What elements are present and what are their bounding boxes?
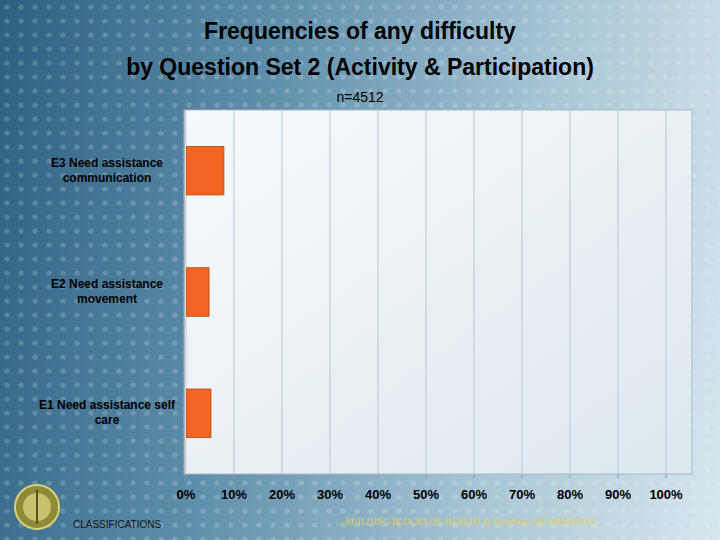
grid-line bbox=[570, 110, 571, 474]
slide: {"chart_data": {"type": "bar", "orientat… bbox=[0, 0, 720, 540]
chart: 0% 10% 20% 30% 40% 50% 60% 70% 80% 90% 100% bbox=[0, 0, 720, 540]
tick-mark bbox=[186, 474, 187, 478]
grid-line bbox=[522, 110, 523, 474]
title: Frequencies of any difficulty bbox=[0, 18, 720, 45]
grid-line bbox=[330, 110, 331, 474]
category-axis bbox=[184, 110, 185, 474]
tick-mark bbox=[666, 474, 667, 478]
tick-mark bbox=[234, 474, 235, 478]
tick-label: 70% bbox=[509, 487, 535, 502]
tick-label: 30% bbox=[317, 487, 343, 502]
tick-label: 40% bbox=[365, 487, 391, 502]
category-label: E2 Need assistance movement bbox=[32, 277, 182, 307]
bar bbox=[186, 389, 211, 438]
grid-line bbox=[282, 110, 283, 474]
tick-label: 100% bbox=[649, 487, 683, 502]
background-dots bbox=[0, 0, 720, 540]
logo-staff bbox=[36, 490, 38, 524]
logo-ring bbox=[15, 485, 59, 529]
tick-mark bbox=[570, 474, 571, 478]
tick-label: 60% bbox=[461, 487, 487, 502]
tick-mark bbox=[330, 474, 331, 478]
tick-mark bbox=[618, 474, 619, 478]
grid-line bbox=[378, 110, 379, 474]
grid-line bbox=[234, 110, 235, 474]
category-label: E3 Need assistance communication bbox=[32, 156, 182, 186]
logo bbox=[15, 485, 59, 529]
tick-label: 90% bbox=[605, 487, 631, 502]
tick-label: 10% bbox=[221, 487, 247, 502]
grid-line bbox=[618, 110, 619, 474]
bars bbox=[186, 146, 224, 437]
grid-line bbox=[474, 110, 475, 474]
plot-area bbox=[184, 110, 692, 474]
tick-label: 50% bbox=[413, 487, 439, 502]
category-label: E1 Need assistance self care bbox=[32, 398, 182, 428]
tick-mark bbox=[282, 474, 283, 478]
bar bbox=[186, 146, 224, 195]
grid-line bbox=[426, 110, 427, 474]
tick-label: 80% bbox=[557, 487, 583, 502]
footer-left: CLASSIFICATIONS bbox=[73, 519, 161, 530]
category-tick bbox=[180, 231, 184, 232]
tick-mark bbox=[378, 474, 379, 478]
tick-mark bbox=[474, 474, 475, 478]
bar bbox=[186, 268, 209, 317]
tick-label: 0% bbox=[177, 487, 196, 502]
tick-label: 20% bbox=[269, 487, 295, 502]
tick-mark bbox=[522, 474, 523, 478]
title: by Question Set 2 (Activity & Participat… bbox=[0, 54, 720, 81]
category-tick bbox=[180, 352, 184, 353]
subtitle: n=4512 bbox=[0, 89, 720, 105]
footer-right: ... BUILDING BLOCKS OF HEALTH & Disabili… bbox=[300, 517, 640, 527]
grid-line bbox=[666, 110, 667, 474]
tick-mark bbox=[426, 474, 427, 478]
